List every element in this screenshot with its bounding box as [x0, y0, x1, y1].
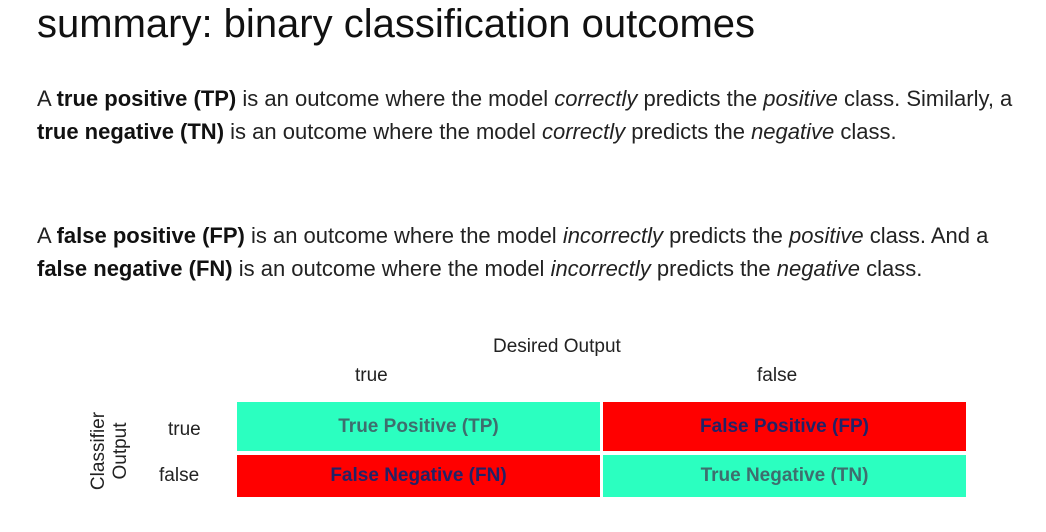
- matrix-cell-label: True Negative (TN): [700, 465, 869, 486]
- matrix-column-true: true: [355, 365, 388, 386]
- matrix-cell-label: True Positive (TP): [338, 415, 499, 437]
- text-span: is an outcome where the model: [232, 256, 551, 281]
- emphasis-positive: positive: [763, 86, 838, 111]
- emphasis-negative: negative: [751, 119, 835, 144]
- matrix-cell-label: False Positive (FP): [700, 415, 869, 437]
- emphasis-correctly: correctly: [541, 119, 626, 144]
- text-span: class.: [859, 256, 923, 281]
- page-title: summary: binary classification outcomes: [37, 2, 756, 46]
- emphasis-incorrectly: incorrectly: [550, 256, 651, 281]
- matrix-column-false: false: [757, 365, 798, 386]
- term-true-positive: true positive (TP): [56, 86, 237, 111]
- text-span: is an outcome where the model: [244, 223, 563, 248]
- matrix-cell-false-positive: False Positive (FP): [603, 402, 966, 451]
- matrix-column-header: Desired Output: [493, 336, 621, 357]
- text-span: predicts the: [625, 119, 752, 144]
- text-span: is an outcome where the model: [224, 119, 542, 144]
- matrix-cell-false-negative: False Negative (FN): [237, 455, 600, 497]
- matrix-row-header: Classifier Output: [85, 405, 135, 497]
- emphasis-positive: positive: [789, 223, 864, 248]
- text-span: class. Similarly, a: [837, 86, 1013, 111]
- text-span: A: [37, 86, 57, 111]
- term-true-negative: true negative (TN): [37, 119, 225, 144]
- emphasis-negative: negative: [776, 256, 860, 281]
- text-span: class. And a: [863, 223, 989, 248]
- term-false-positive: false positive (FP): [56, 223, 245, 248]
- matrix-cell-true-positive: True Positive (TP): [237, 402, 600, 451]
- text-span: predicts the: [650, 256, 777, 281]
- text-span: predicts the: [637, 86, 764, 111]
- text-span: class.: [834, 119, 897, 144]
- emphasis-incorrectly: incorrectly: [562, 223, 664, 248]
- text-span: is an outcome where the model: [236, 86, 555, 111]
- matrix-row-header-text: Classifier Output: [88, 412, 132, 490]
- matrix-cell-true-negative: True Negative (TN): [603, 455, 966, 497]
- paragraph-false-outcomes: A false positive (FP) is an outcome wher…: [37, 219, 1037, 285]
- matrix-cell-label: False Negative (FN): [330, 465, 507, 486]
- matrix-row-true: true: [168, 419, 201, 440]
- matrix-row-header-line: Classifier: [88, 411, 109, 491]
- text-span: predicts the: [663, 223, 790, 248]
- text-span: A: [37, 223, 57, 248]
- emphasis-correctly: correctly: [554, 86, 638, 111]
- matrix-row-false: false: [159, 465, 200, 486]
- paragraph-true-outcomes: A true positive (TP) is an outcome where…: [37, 82, 1037, 148]
- term-false-negative: false negative (FN): [37, 256, 233, 281]
- matrix-row-header-line: Output: [110, 422, 131, 480]
